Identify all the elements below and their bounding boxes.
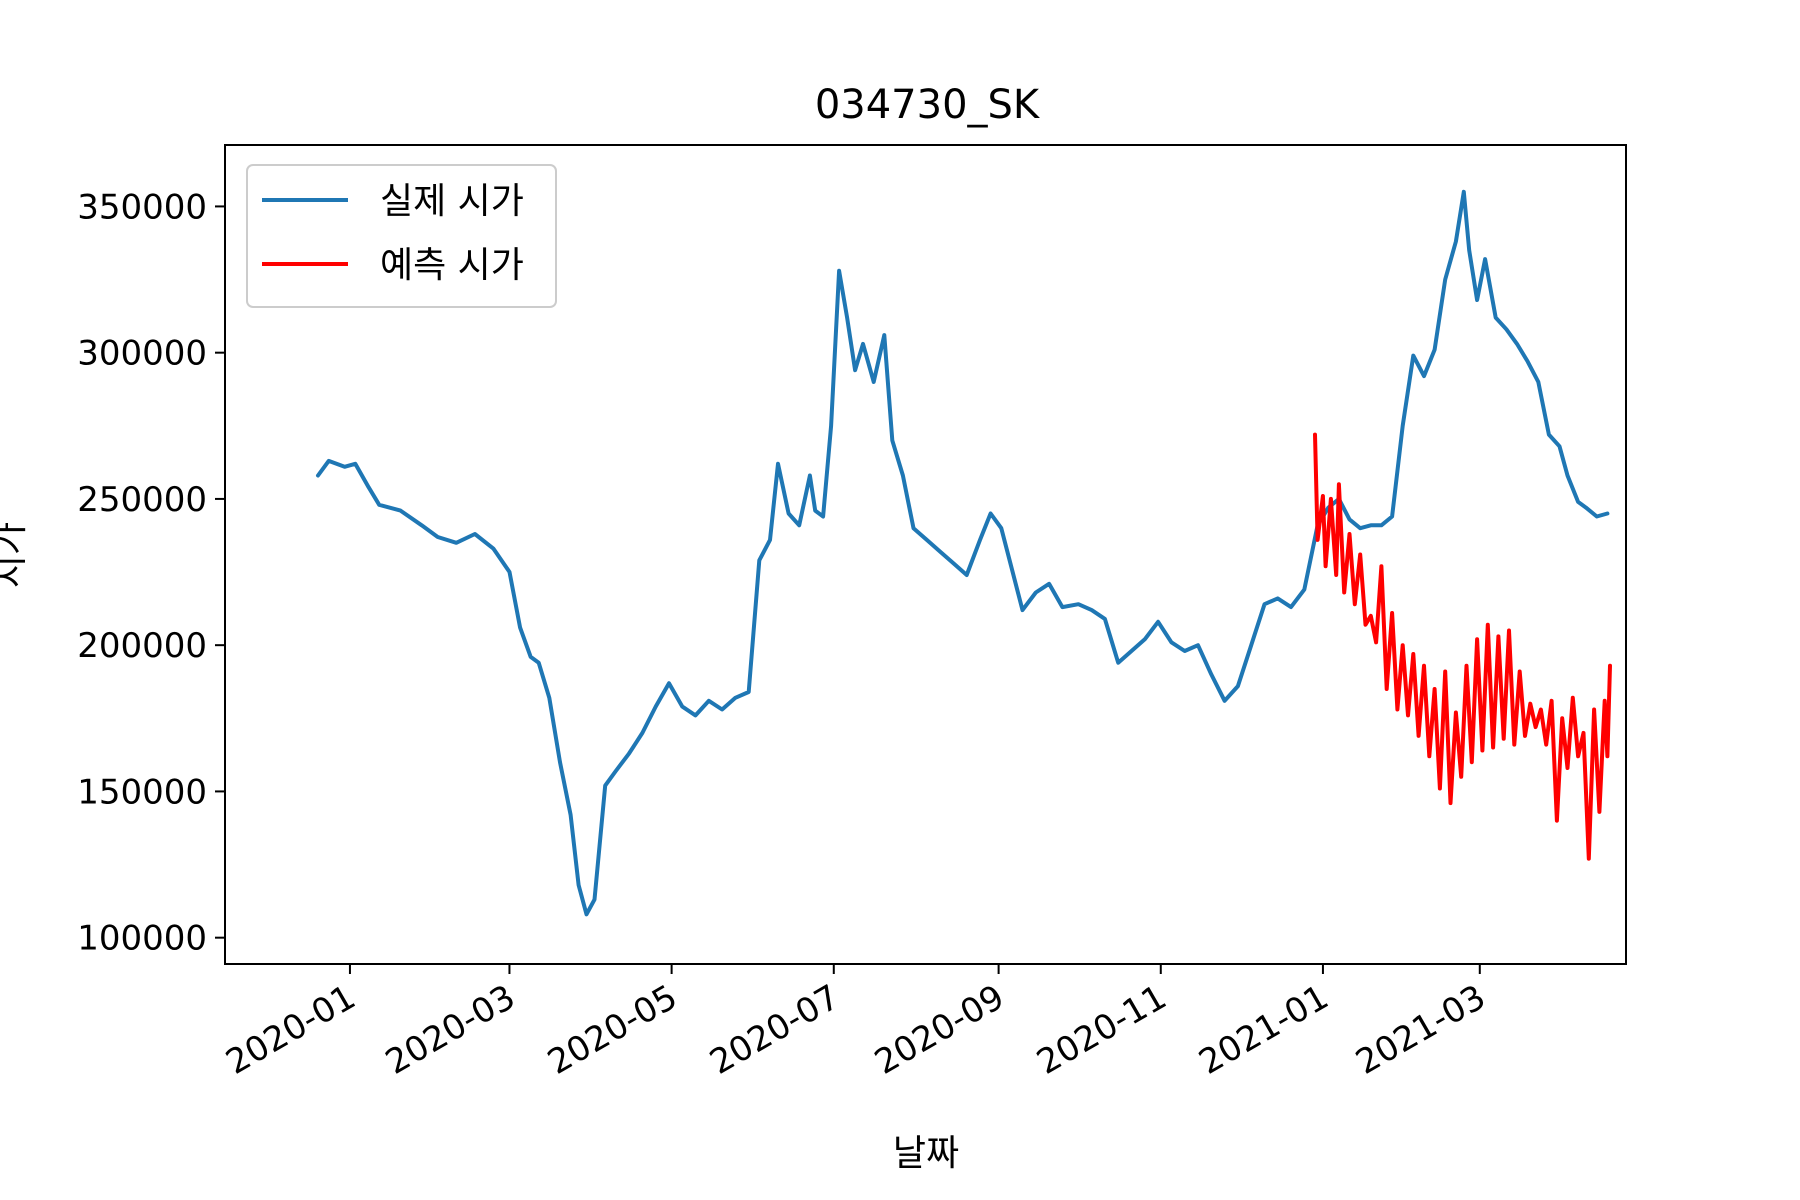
legend-label-predicted: 예측 시가 [380,245,524,286]
y-tick-label: 100000 [77,919,207,959]
plot-frame [224,144,1627,965]
y-tick-label: 150000 [77,772,207,812]
y-tick-label: 300000 [77,334,207,374]
series-line-actual [316,189,1610,917]
y-axis: 100000 150000 200000 250000 300000 350000 [77,187,225,959]
y-tick-label: 350000 [77,187,207,227]
legend: 실제 시가 예측 시가 [246,164,557,308]
chart-title: 034730_SK [815,82,1041,128]
series-layer [316,189,1612,917]
x-axis-label: 날짜 [893,1133,959,1174]
y-tick-label: 250000 [77,480,207,520]
y-tick-label: 200000 [77,626,207,666]
y-axis-label: 시가 [0,522,31,588]
legend-label-actual: 실제 시가 [380,181,524,222]
series-line-predicted [1313,432,1612,861]
